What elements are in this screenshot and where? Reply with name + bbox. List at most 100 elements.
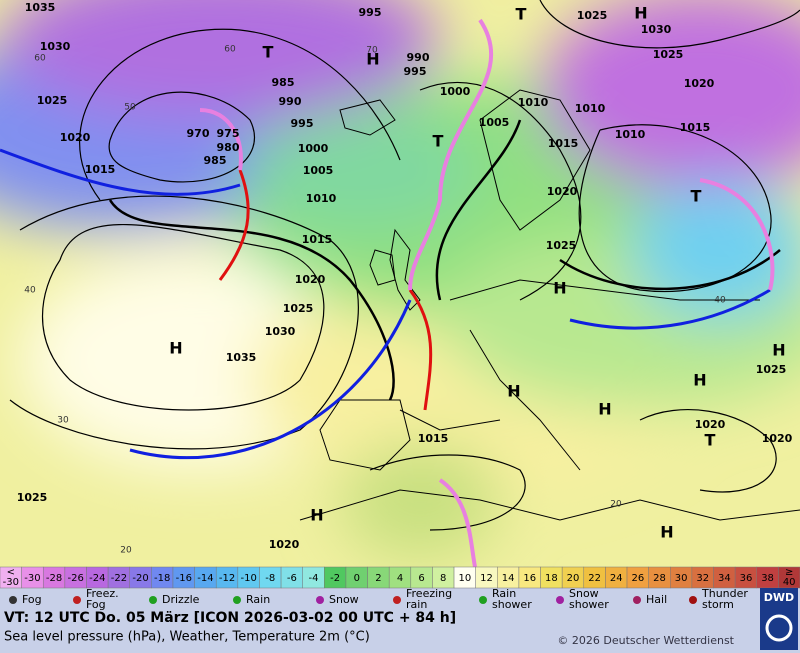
weather-label: Rain <box>492 587 516 600</box>
scale-label: 36 <box>740 573 753 584</box>
low-pressure: T <box>516 5 527 24</box>
weather-icon <box>689 596 697 604</box>
weather-label: Snow <box>329 593 359 606</box>
scale-label: -22 <box>111 573 127 584</box>
weather-label: shower <box>569 598 609 611</box>
occlusion <box>199 108 243 171</box>
high-pressure: H <box>772 341 785 360</box>
isobar-label: 1020 <box>547 185 578 198</box>
scale-label: 34 <box>718 573 731 584</box>
low-pressure: T <box>705 431 716 450</box>
scale-label: ≥ <box>785 567 793 578</box>
weather-icon <box>479 596 487 604</box>
isobar-label: 970 <box>187 127 210 140</box>
scale-label: 40 <box>783 577 796 588</box>
high-pressure: H <box>660 523 673 542</box>
isobar-label: 1020 <box>295 273 326 286</box>
occlusion <box>699 178 775 291</box>
weather-icon <box>633 596 641 604</box>
scale-label: 22 <box>588 573 601 584</box>
high-pressure: H <box>634 4 647 23</box>
isobar-label: 1000 <box>298 142 329 155</box>
temperature-label: 20 <box>120 546 132 556</box>
isobar-label: 1010 <box>518 96 549 109</box>
scale-label: 10 <box>458 573 471 584</box>
scale-label: -14 <box>197 573 213 584</box>
weather-icon <box>556 596 564 604</box>
isobar-label: 975 <box>217 127 240 140</box>
cold-front <box>129 299 412 460</box>
weather-label: Drizzle <box>162 593 200 606</box>
scale-label: 8 <box>440 573 446 584</box>
isobar-label: 985 <box>272 76 295 89</box>
isobar-label: 1020 <box>762 432 793 445</box>
scale-label: 12 <box>480 573 493 584</box>
isobar-label: 1005 <box>479 116 510 129</box>
high-pressure: H <box>553 279 566 298</box>
scale-label: 18 <box>545 573 558 584</box>
scale-label: 32 <box>696 573 709 584</box>
scale-label: 14 <box>502 573 515 584</box>
logo-text: DWD <box>764 591 794 604</box>
isobar-label: 1005 <box>303 164 334 177</box>
scale-label: -16 <box>176 573 192 584</box>
isobar-label: 990 <box>279 95 302 108</box>
temperature-label: 60 <box>224 45 236 55</box>
scale-label: -4 <box>309 573 319 584</box>
isobar-label: 1010 <box>306 192 337 205</box>
scale-label: 26 <box>631 573 644 584</box>
scale-label: 2 <box>375 573 381 584</box>
temperature-label: 50 <box>124 103 136 113</box>
weather-label: Fog <box>22 593 42 606</box>
isobar-label: 1015 <box>302 233 333 246</box>
weather-icon <box>73 596 81 604</box>
scale-label: -10 <box>240 573 256 584</box>
low-pressure: T <box>433 132 444 151</box>
scale-label: -8 <box>265 573 275 584</box>
occlusion <box>408 18 494 291</box>
scale-label: 16 <box>523 573 536 584</box>
weather-icon <box>233 596 241 604</box>
weather-label: rain <box>406 598 427 611</box>
cold-front <box>569 288 771 330</box>
isobar-label: 1020 <box>269 538 300 551</box>
isobar-label: 1025 <box>17 491 48 504</box>
weather-label: storm <box>702 598 734 611</box>
temperature-field <box>0 0 800 560</box>
valid-time: VT: 12 UTC Do. 05 März [ICON 2026-03-02 … <box>4 610 456 626</box>
weather-label: Hail <box>646 593 667 606</box>
isobar-label: 1000 <box>440 85 471 98</box>
coastlines <box>299 89 800 521</box>
scale-label: 20 <box>567 573 580 584</box>
scale-label: 0 <box>354 573 360 584</box>
isobar-label: 1035 <box>25 1 56 14</box>
scale-label: 30 <box>675 573 688 584</box>
scale-label: -30 <box>24 573 40 584</box>
weather-icon <box>9 596 17 604</box>
temperature-label: 30 <box>57 416 69 426</box>
temperature-label: 70 <box>366 46 378 56</box>
temperature-label: 60 <box>34 54 46 64</box>
weather-label: Rain <box>246 593 270 606</box>
high-pressure: H <box>366 50 379 69</box>
weather-label: Fog <box>86 598 106 611</box>
isobar-label: 1015 <box>85 163 116 176</box>
high-pressure: H <box>693 371 706 390</box>
scale-label: -6 <box>287 573 297 584</box>
map: 1035103010251020101599599099598599099510… <box>0 0 800 567</box>
high-pressure: H <box>310 506 323 525</box>
scale-label: 6 <box>418 573 424 584</box>
weather-label: Thunder <box>701 587 748 600</box>
weather-label: Freezing <box>406 587 452 600</box>
temperature-label: 40 <box>24 286 36 296</box>
cold-front <box>0 148 241 196</box>
high-pressure: H <box>507 382 520 401</box>
warm-front <box>218 169 250 281</box>
scale-label: -24 <box>89 573 105 584</box>
high-pressure: H <box>598 400 611 419</box>
isobar-label: 1025 <box>546 239 577 252</box>
scale-label: -18 <box>154 573 170 584</box>
scale-label: -26 <box>68 573 84 584</box>
scale-label: -28 <box>46 573 62 584</box>
weather-icon <box>393 596 401 604</box>
